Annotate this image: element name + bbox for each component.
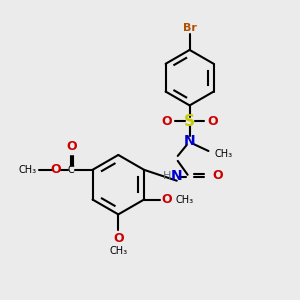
Text: S: S (184, 114, 195, 129)
Text: N: N (184, 134, 195, 148)
Text: H: H (162, 171, 171, 181)
Text: O: O (113, 232, 124, 245)
Text: CH₃: CH₃ (214, 149, 232, 159)
Text: O: O (162, 193, 172, 206)
Text: O: O (51, 163, 61, 176)
Text: O: O (207, 115, 218, 128)
Text: O: O (212, 169, 223, 182)
Text: N: N (171, 169, 183, 183)
Text: Br: Br (183, 23, 196, 33)
Text: CH₃: CH₃ (19, 165, 37, 175)
Text: CH₃: CH₃ (109, 246, 128, 256)
Text: O: O (66, 140, 77, 153)
Text: CH₃: CH₃ (176, 194, 194, 205)
Text: C: C (68, 165, 74, 175)
Text: O: O (161, 115, 172, 128)
